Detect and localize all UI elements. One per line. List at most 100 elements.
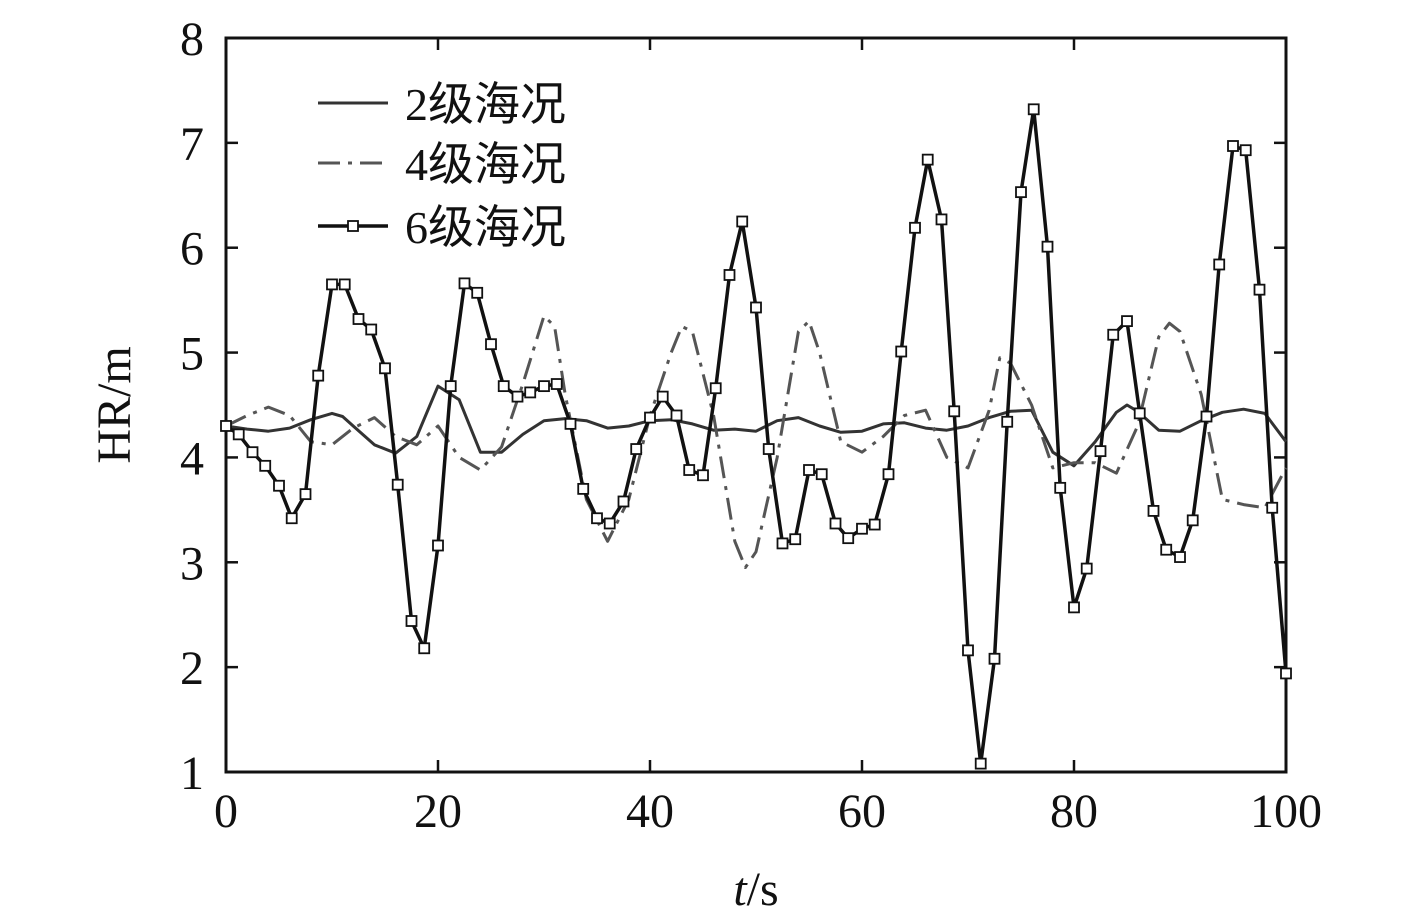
data-point-marker <box>273 479 285 492</box>
data-point-marker <box>418 642 431 655</box>
data-point-marker <box>829 517 842 530</box>
legend-entry-6: 6级海况 <box>318 202 566 253</box>
data-point-marker <box>1080 562 1093 575</box>
data-point-marker <box>485 338 497 351</box>
series-line-6 <box>225 107 1288 766</box>
data-point-marker <box>338 278 351 291</box>
data-point-marker <box>1174 551 1186 563</box>
data-point-marker <box>577 482 590 495</box>
legend-label-2: 2级海况 <box>405 79 566 130</box>
data-point-marker <box>405 615 418 627</box>
data-point-marker <box>497 380 510 393</box>
data-point-marker <box>882 468 895 481</box>
data-point-marker <box>1160 543 1173 556</box>
y-tick-label: 1 <box>180 747 204 800</box>
data-point-marker <box>750 301 762 314</box>
data-point-marker <box>762 443 775 455</box>
data-point-marker <box>815 468 828 481</box>
data-point-marker <box>1280 667 1292 680</box>
data-point-marker <box>259 459 272 472</box>
data-point-marker <box>550 378 563 390</box>
data-point-marker <box>352 313 365 325</box>
data-point-marker <box>723 269 736 281</box>
data-point-marker <box>909 221 921 234</box>
data-point-marker <box>617 495 630 508</box>
data-point-marker <box>564 417 577 430</box>
data-point-marker <box>1027 103 1040 116</box>
data-point-marker <box>1239 144 1252 157</box>
data-point-marker <box>935 213 948 226</box>
x-tick-label: 40 <box>626 785 674 838</box>
data-point-marker <box>246 446 259 459</box>
legend-entry-2: 2级海况 <box>318 79 566 130</box>
data-point-marker <box>974 757 987 770</box>
data-point-marker <box>683 464 696 476</box>
data-point-marker <box>1133 407 1146 420</box>
legend-label-6: 6级海况 <box>405 202 566 253</box>
data-point-marker <box>1094 445 1107 458</box>
data-point-marker <box>656 390 669 403</box>
x-axis-label: t/s <box>733 863 778 916</box>
x-axis-label-variable: t <box>733 863 748 916</box>
data-point-marker <box>326 278 338 291</box>
data-point-marker <box>921 153 934 166</box>
data-point-marker <box>1213 258 1226 271</box>
data-point-marker <box>1054 481 1067 494</box>
data-point-marker <box>538 380 550 393</box>
data-point-marker <box>299 488 312 501</box>
legend-label-4: 4级海况 <box>405 139 566 190</box>
y-tick-label: 3 <box>180 537 204 590</box>
y-tick-label: 8 <box>180 13 204 66</box>
data-point-marker <box>1266 501 1279 514</box>
data-point-marker <box>1041 240 1054 253</box>
x-tick-label: 0 <box>214 785 238 838</box>
data-point-marker <box>856 522 868 535</box>
data-point-marker <box>1121 315 1133 328</box>
y-tick-label: 4 <box>180 432 204 485</box>
x-tick-label: 100 <box>1250 785 1322 838</box>
data-point-marker <box>842 532 855 545</box>
data-point-marker <box>868 518 881 531</box>
data-point-marker <box>895 345 908 358</box>
axis-ticks: 0 20 40 60 80 100 1 2 3 4 5 6 7 8 <box>180 13 1322 838</box>
x-axis-label-unit: /s <box>747 863 779 916</box>
data-point-marker <box>432 539 444 552</box>
data-point-marker <box>220 420 232 432</box>
data-point-marker <box>948 405 961 418</box>
x-tick-label: 20 <box>414 785 462 838</box>
data-point-marker <box>736 215 749 228</box>
legend-entry-4: 4级海况 <box>318 139 566 190</box>
series-layer <box>220 103 1292 770</box>
data-point-marker <box>988 652 1001 665</box>
data-point-marker <box>1015 186 1027 199</box>
data-point-marker <box>709 382 722 395</box>
data-point-marker <box>1227 140 1239 152</box>
x-tick-label: 80 <box>1050 785 1098 838</box>
series-line-2 <box>225 384 1288 468</box>
data-point-marker <box>962 644 974 657</box>
y-tick-label: 6 <box>180 223 204 276</box>
data-point-marker <box>603 517 616 530</box>
data-point-marker <box>803 464 815 476</box>
data-point-marker <box>1200 410 1213 423</box>
data-point-marker <box>591 512 603 525</box>
series-line-4 <box>225 314 1288 569</box>
data-point-marker <box>1253 283 1266 296</box>
data-point-marker <box>471 286 484 299</box>
data-point-marker <box>511 390 524 403</box>
data-point-marker <box>644 411 656 424</box>
data-point-marker <box>776 537 789 550</box>
data-point-marker <box>365 323 378 336</box>
x-tick-label: 60 <box>838 785 886 838</box>
data-point-marker <box>285 512 298 525</box>
data-point-marker <box>379 362 391 375</box>
data-point-marker <box>630 443 643 455</box>
y-tick-label: 7 <box>180 118 204 171</box>
data-point-marker <box>1107 328 1120 341</box>
data-point-marker <box>524 386 537 399</box>
data-point-marker <box>458 277 471 290</box>
data-point-marker <box>1147 505 1160 517</box>
data-point-marker <box>444 380 457 393</box>
y-tick-label: 2 <box>180 642 204 695</box>
